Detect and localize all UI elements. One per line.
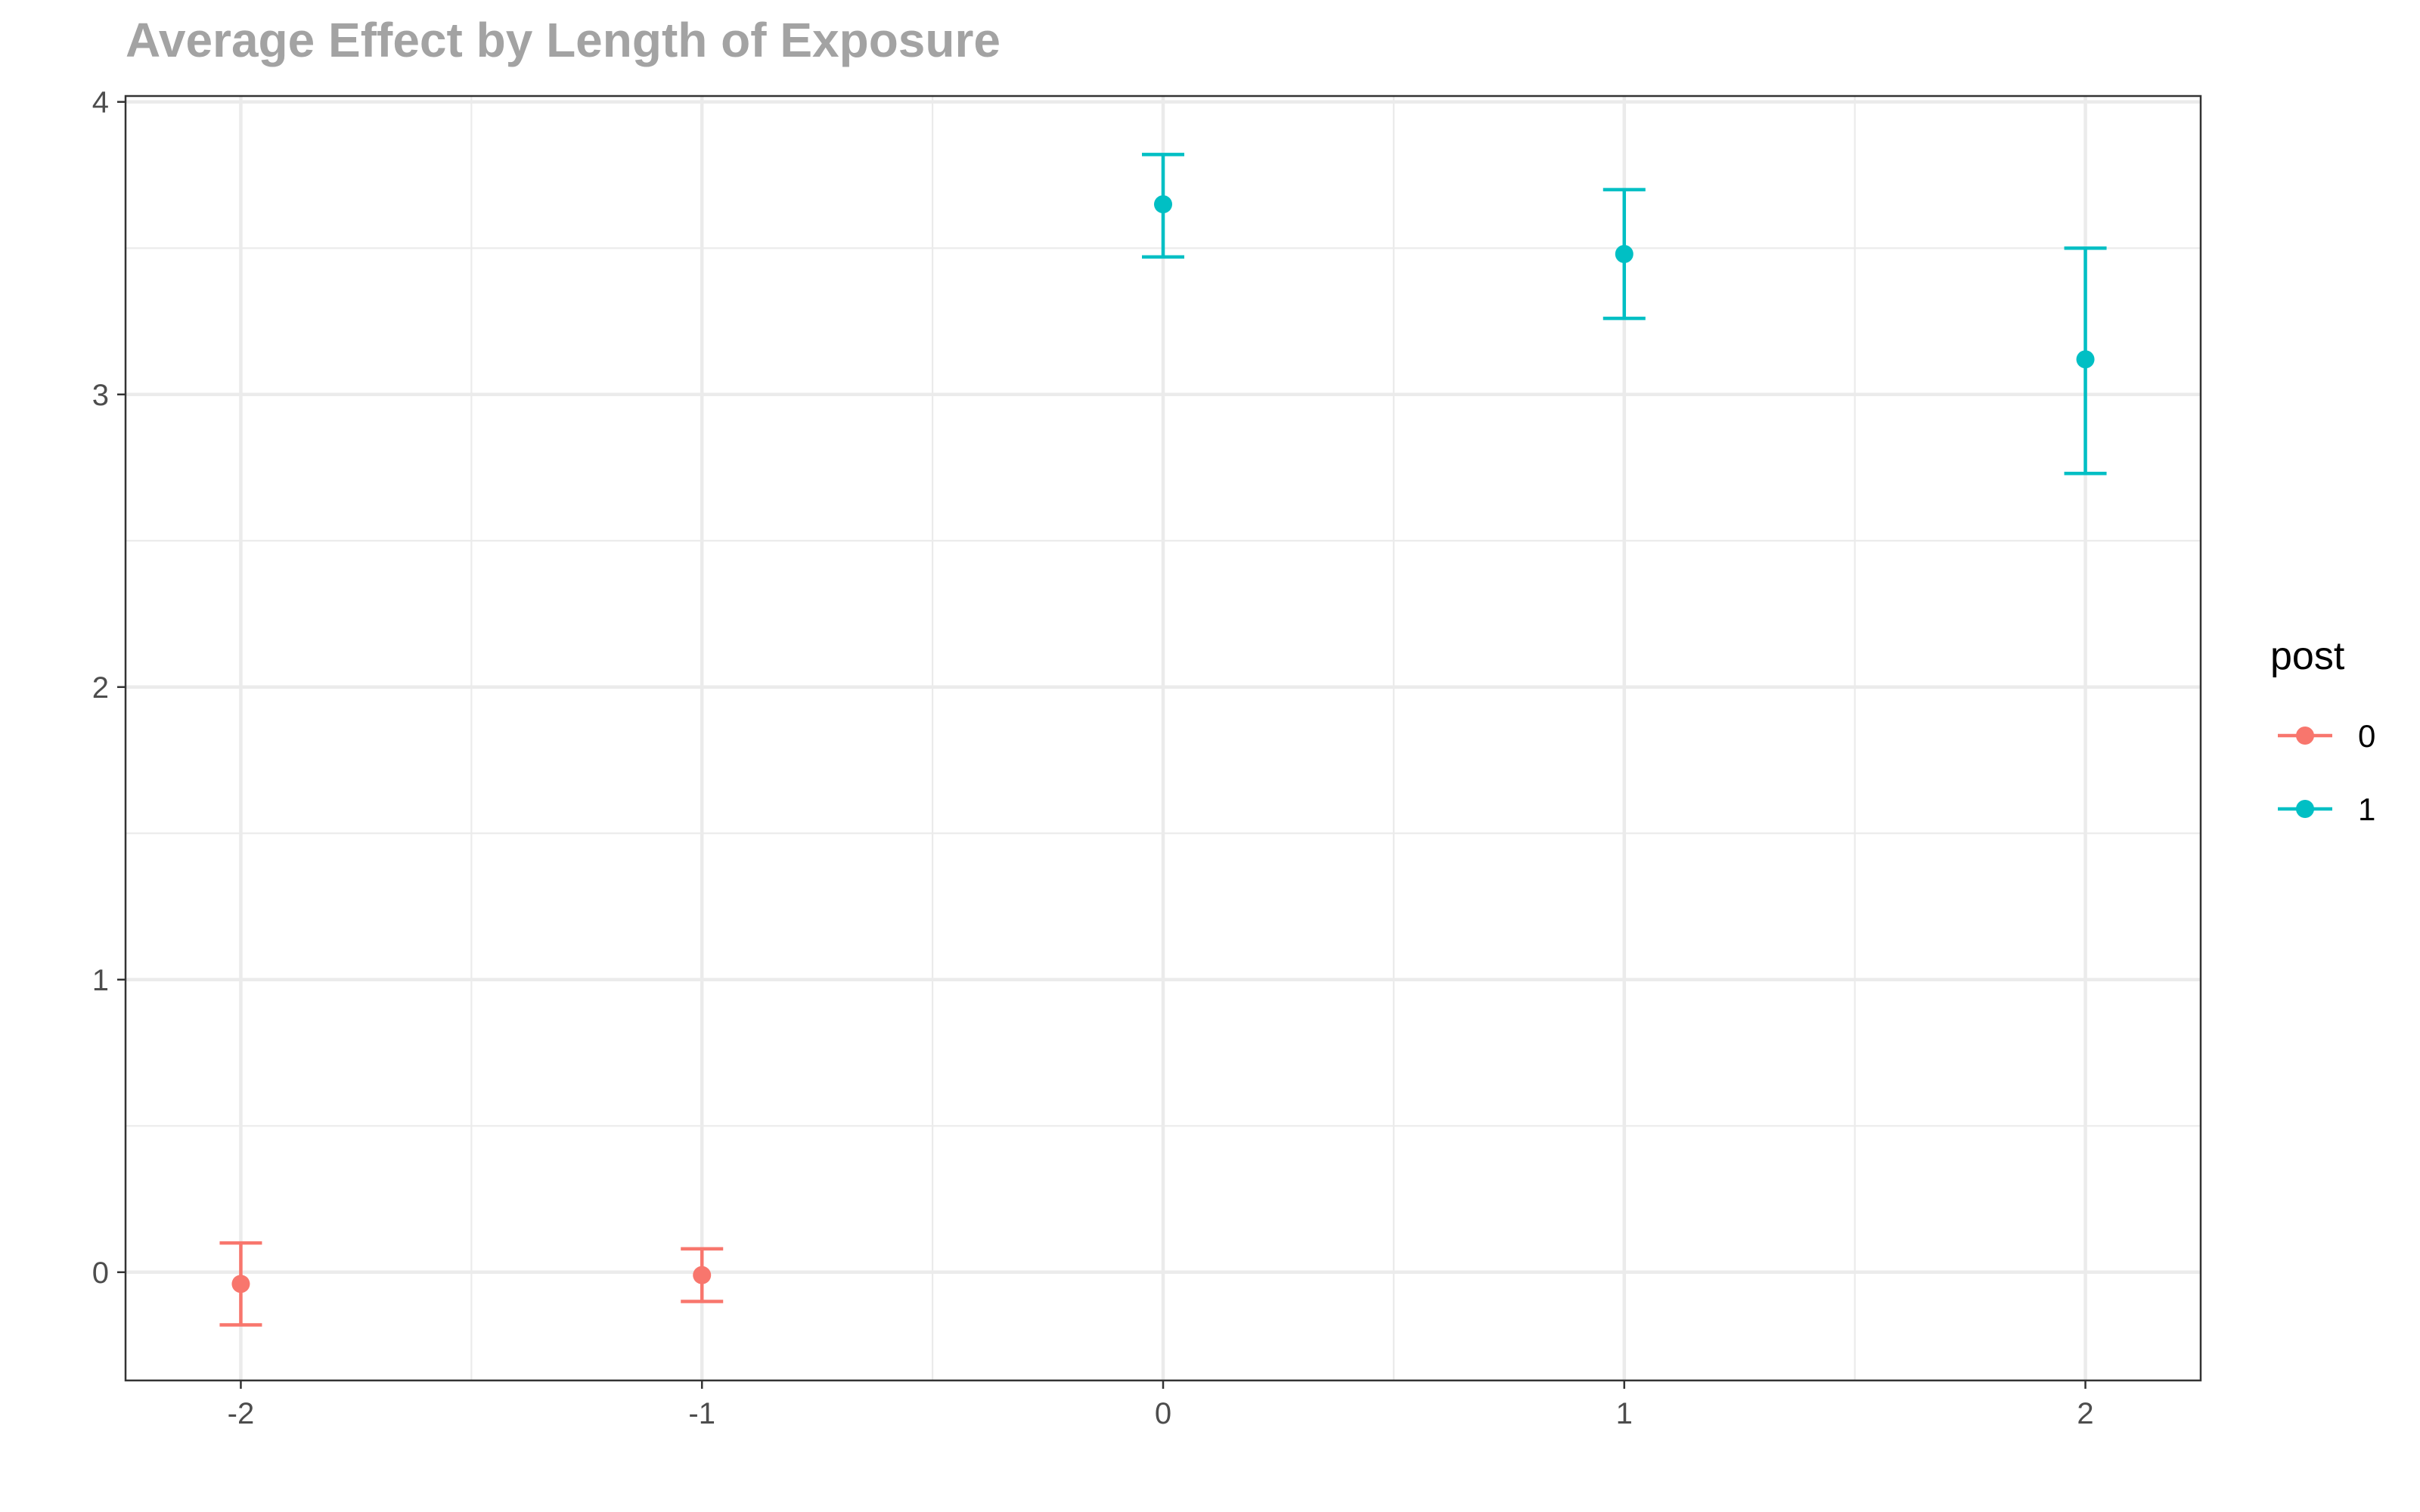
x-tick-label: 1 (1616, 1397, 1633, 1430)
plot-area (219, 153, 2107, 1327)
grid (126, 96, 2201, 1380)
legend-label: 0 (2358, 718, 2375, 754)
x-tick-label: 0 (1155, 1397, 1171, 1430)
data-point (1154, 195, 1172, 214)
axes: -2 -1 0 1 2 0 1 2 3 4 (92, 86, 2094, 1430)
y-tick-label: 0 (92, 1256, 109, 1290)
data-point (1615, 244, 1634, 263)
legend-key-point (2296, 727, 2314, 745)
x-tick-label: 2 (2077, 1397, 2093, 1430)
y-tick-label: 1 (92, 964, 109, 997)
legend-key-point (2296, 800, 2314, 818)
y-tick-label: 2 (92, 671, 109, 705)
y-tick-label: 3 (92, 379, 109, 412)
y-tick-label: 4 (92, 86, 109, 119)
data-point (231, 1275, 250, 1294)
data-point (2076, 350, 2095, 369)
legend-title: post (2270, 634, 2345, 678)
data-point (693, 1266, 712, 1284)
x-tick-label: -2 (228, 1397, 255, 1430)
x-tick-label: -1 (688, 1397, 715, 1430)
legend: post 0 1 (2270, 634, 2375, 827)
legend-label: 1 (2358, 792, 2375, 827)
chart-title: Average Effect by Length of Exposure (126, 13, 1001, 67)
